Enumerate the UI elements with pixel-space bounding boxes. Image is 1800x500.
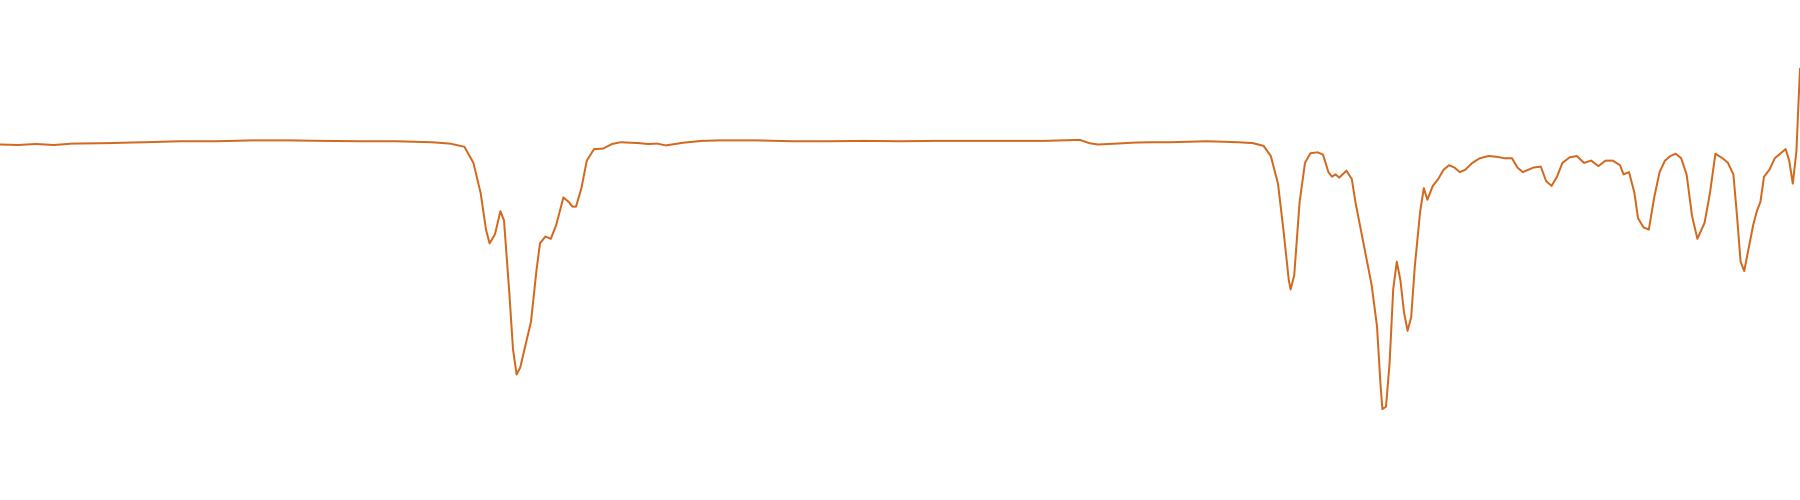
series-line (0, 67, 1800, 410)
plot-area (0, 67, 1800, 410)
